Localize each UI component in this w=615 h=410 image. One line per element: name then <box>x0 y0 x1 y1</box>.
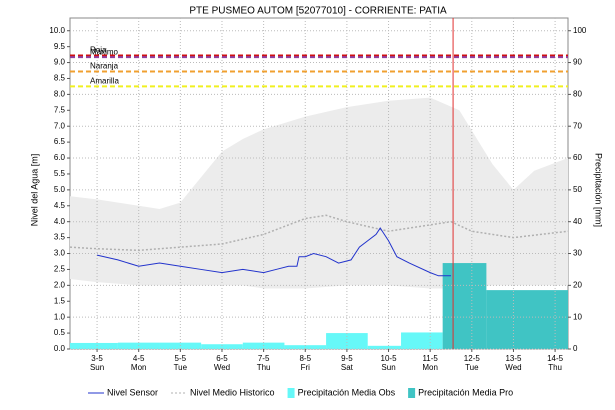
x-tick-weekday: Mon <box>422 363 438 372</box>
y2-tick-label: 20 <box>573 280 582 289</box>
y-tick-label: 0.0 <box>54 344 66 353</box>
level-line <box>69 214 569 252</box>
y2-tick-label: 50 <box>573 185 582 194</box>
y-tick-label: 2.0 <box>54 280 66 289</box>
y-tick-label: 2.5 <box>54 265 66 274</box>
y2-tick-label: 90 <box>573 58 582 67</box>
legend-label: Precipitación Media Pro <box>418 387 513 397</box>
precip-bar <box>201 344 243 349</box>
y-tick-label: 8.0 <box>54 89 66 98</box>
y2-tick-label: 100 <box>573 26 587 35</box>
y-tick-label: 3.0 <box>54 249 66 258</box>
y-tick-label: 6.5 <box>54 137 66 146</box>
precip-bar <box>70 342 118 349</box>
level-line <box>96 227 451 277</box>
y-axis-label: Nivel del Agua [m] <box>29 154 39 227</box>
y2-tick-label: 60 <box>573 153 582 162</box>
x-tick-weekday: Sun <box>381 363 395 372</box>
x-tick-weekday: Sat <box>341 363 354 372</box>
x-tick-label: 9-5 <box>341 354 353 363</box>
x-tick-weekday: Thu <box>257 363 271 372</box>
x-tick-weekday: Thu <box>548 363 562 372</box>
y-tick-label: 7.0 <box>54 121 66 130</box>
y-tick-label: 1.0 <box>54 312 66 321</box>
y-tick-label: 10.0 <box>49 26 65 35</box>
x-tick-weekday: Tue <box>174 363 188 372</box>
y-tick-label: 5.0 <box>54 185 66 194</box>
y2-tick-label: 70 <box>573 121 582 130</box>
x-tick-label: 5-5 <box>175 354 187 363</box>
x-tick-label: 12-5 <box>464 354 481 363</box>
y-tick-label: 5.5 <box>54 169 66 178</box>
legend-label: Nivel Medio Historico <box>190 387 275 397</box>
x-tick-label: 14-5 <box>547 354 564 363</box>
threshold-label: Roja <box>90 46 107 55</box>
x-tick-weekday: Wed <box>214 363 230 372</box>
historic-range-band <box>70 97 568 289</box>
precip-bar <box>367 345 402 349</box>
y-tick-label: 4.5 <box>54 201 66 210</box>
y2-tick-label: 40 <box>573 217 582 226</box>
x-tick-weekday: Sun <box>90 363 104 372</box>
x-tick-label: 10-5 <box>381 354 398 363</box>
threshold-label: Amarilla <box>90 77 119 86</box>
y-tick-label: 3.5 <box>54 233 66 242</box>
x-tick-label: 6-5 <box>216 354 228 363</box>
precip-bar <box>326 333 368 349</box>
x-tick-label: 7-5 <box>258 354 270 363</box>
x-tick-weekday: Mon <box>131 363 147 372</box>
y-tick-label: 9.5 <box>54 42 66 51</box>
threshold-label: Naranja <box>90 62 119 71</box>
y-tick-label: 9.0 <box>54 58 66 67</box>
y-tick-label: 4.0 <box>54 217 66 226</box>
y2-axis-label: Precipitación [mm] <box>594 153 604 227</box>
y-tick-label: 7.5 <box>54 105 66 114</box>
threshold-label: Máximo <box>90 47 119 56</box>
x-tick-weekday: Fri <box>301 363 311 372</box>
precip-bar <box>486 290 568 349</box>
x-tick-weekday: Wed <box>505 363 521 372</box>
x-tick-label: 13-5 <box>505 354 522 363</box>
y-tick-label: 8.5 <box>54 74 66 83</box>
precip-bar <box>284 345 327 349</box>
x-tick-label: 3-5 <box>91 354 103 363</box>
y-tick-label: 1.5 <box>54 296 66 305</box>
y2-tick-label: 30 <box>573 249 582 258</box>
x-tick-label: 4-5 <box>133 354 145 363</box>
x-tick-label: 8-5 <box>299 354 311 363</box>
x-tick-label: 11-5 <box>422 354 438 363</box>
precip-bar <box>401 332 443 349</box>
legend-swatch <box>287 388 295 398</box>
y2-tick-label: 0 <box>573 344 578 353</box>
legend-label: Precipitación Media Obs <box>298 387 396 397</box>
legend-label: Nivel Sensor <box>107 387 158 397</box>
y2-tick-label: 80 <box>573 89 582 98</box>
chart-title: PTE PUSMEO AUTOM [52077010] - CORRIENTE:… <box>189 6 447 17</box>
precip-bar <box>442 263 487 349</box>
y-tick-label: 6.0 <box>54 153 66 162</box>
legend-swatch <box>408 388 416 398</box>
y2-tick-label: 10 <box>573 312 582 321</box>
x-tick-weekday: Tue <box>465 363 479 372</box>
y-tick-label: 0.5 <box>54 328 66 337</box>
